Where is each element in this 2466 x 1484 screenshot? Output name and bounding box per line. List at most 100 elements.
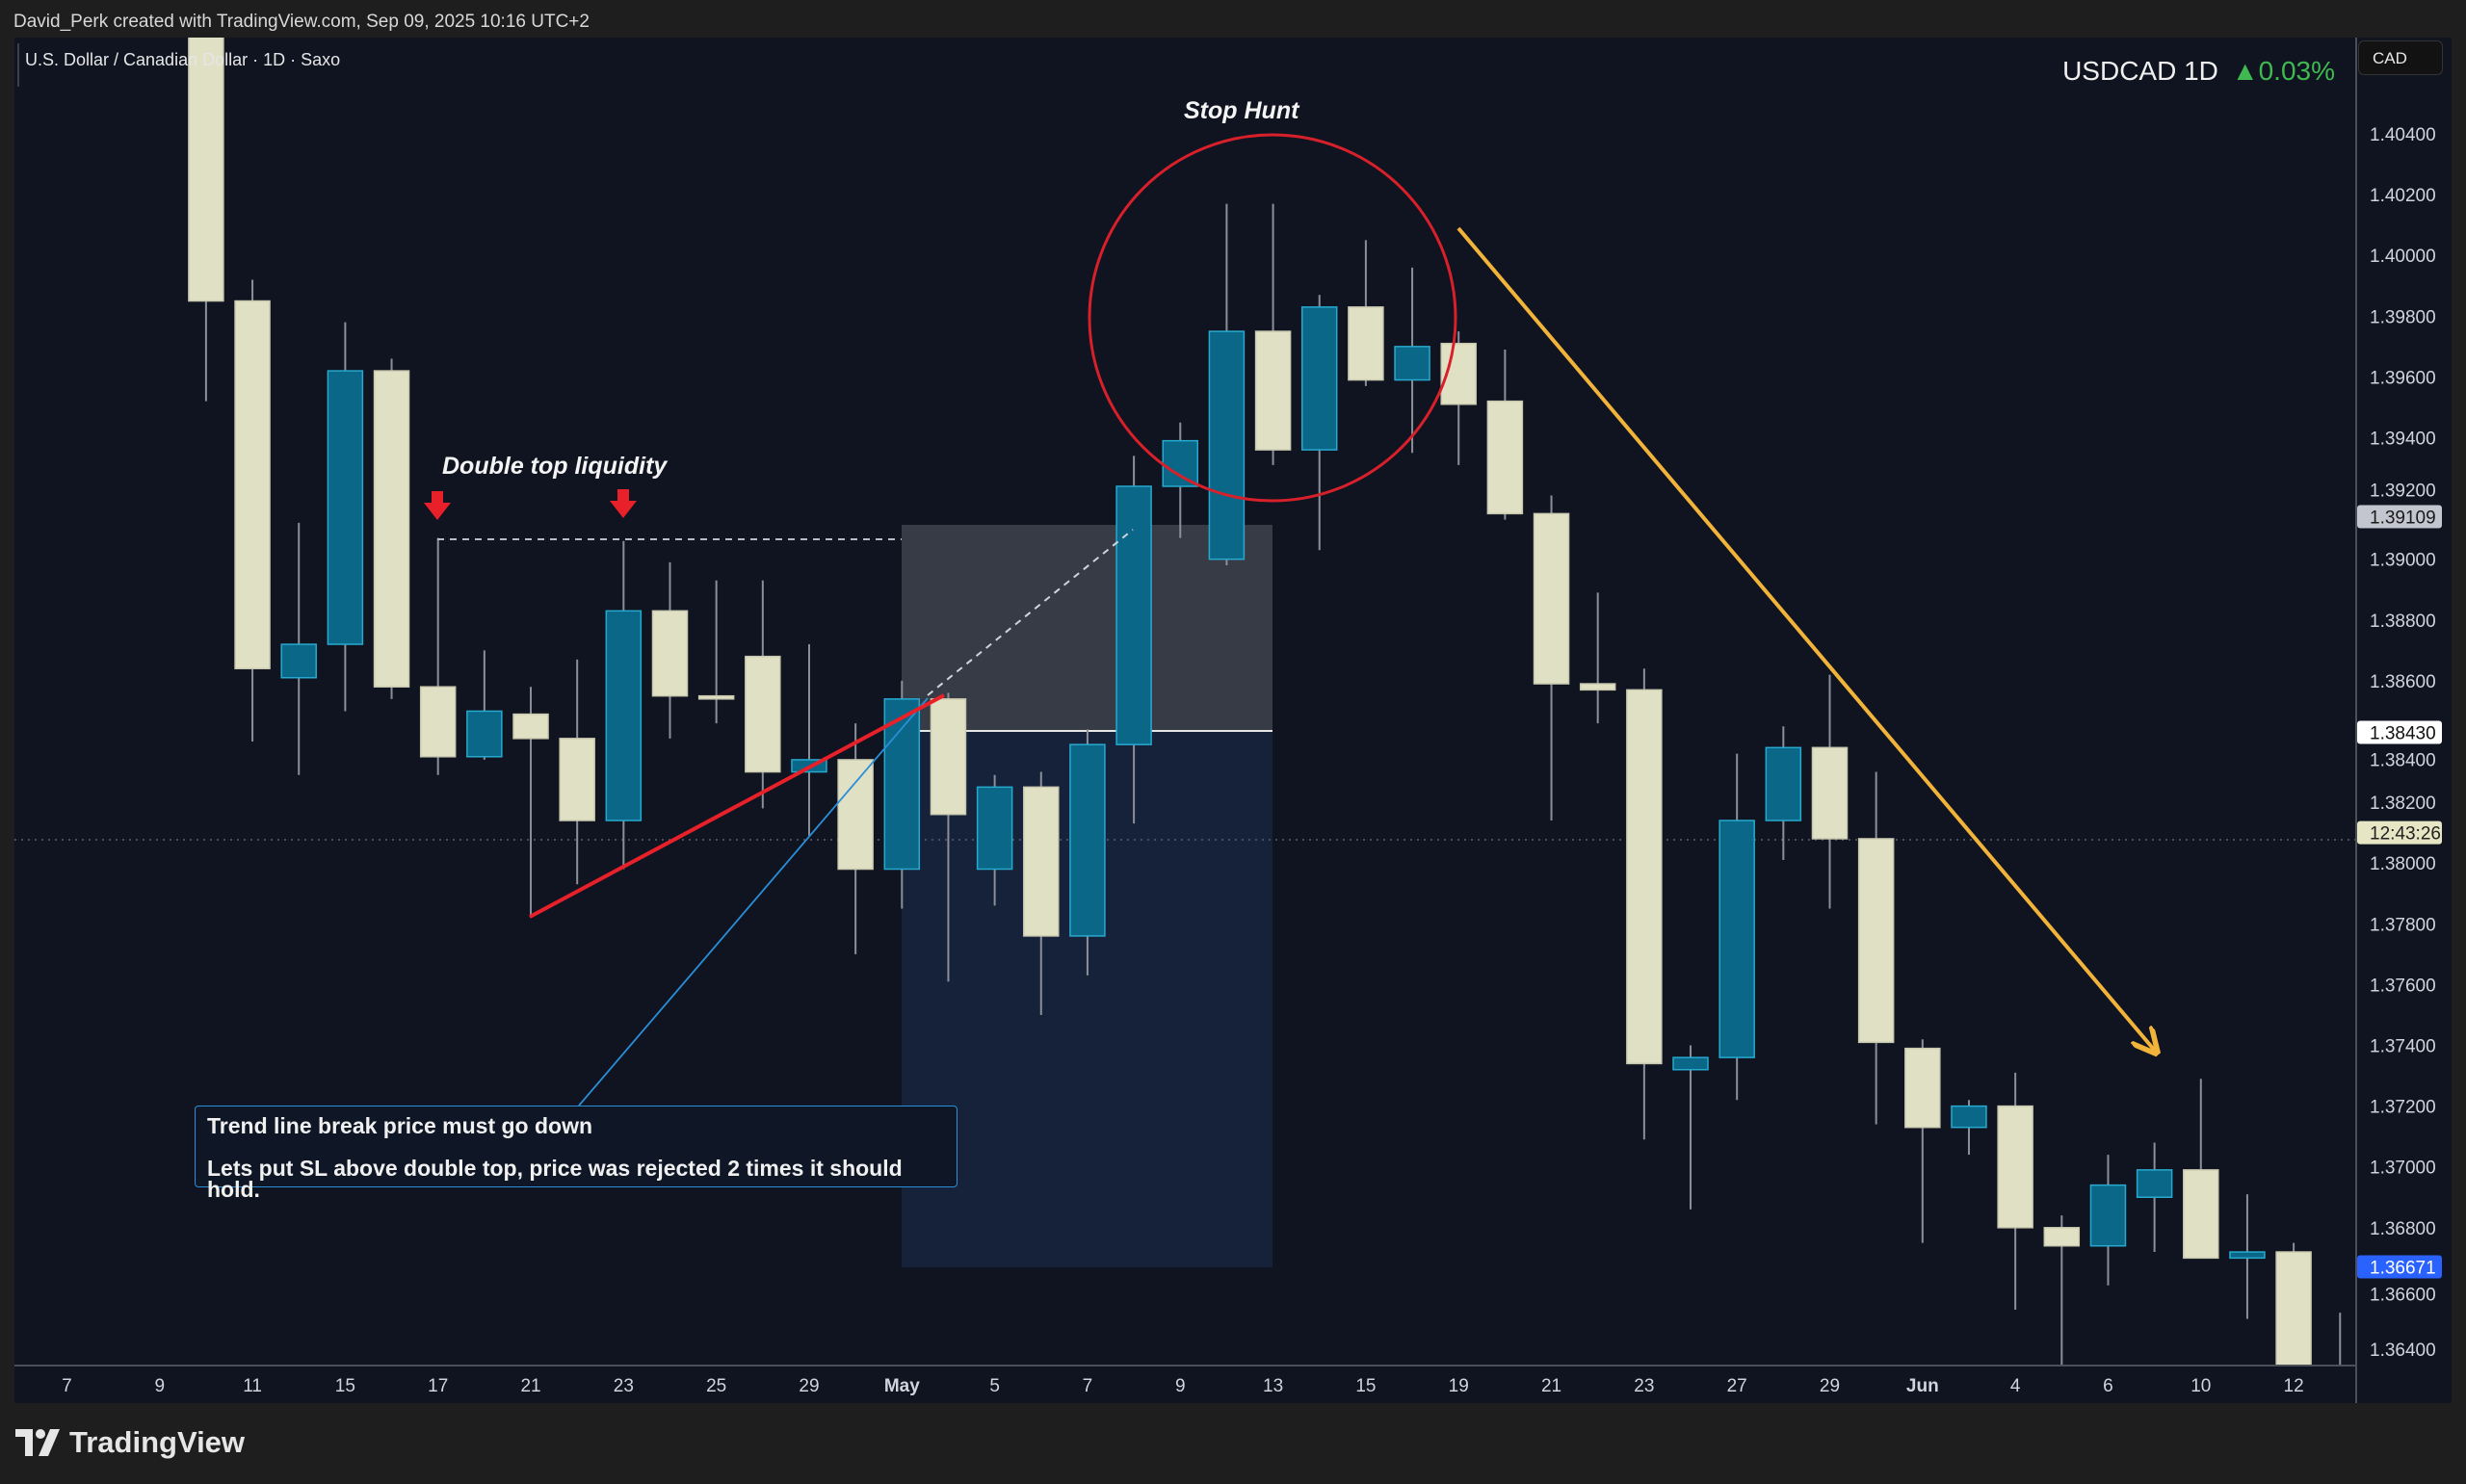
note-connector	[578, 697, 929, 1106]
candle[interactable]	[697, 580, 735, 724]
candle[interactable]	[512, 687, 549, 918]
price-label-text: 1.38430	[2370, 724, 2436, 744]
candle[interactable]	[373, 358, 410, 699]
price-tick-label: 1.36800	[2370, 1219, 2436, 1239]
candle-body	[2136, 1169, 2173, 1198]
candle[interactable]	[1208, 203, 1246, 566]
legend-symbol: USDCAD 1D	[2062, 56, 2218, 86]
candle-body	[1023, 786, 1060, 937]
time-tick-label: 11	[243, 1376, 262, 1396]
candle-body	[1208, 330, 1246, 560]
candle[interactable]	[1579, 592, 1616, 724]
time-tick-label: 29	[1820, 1376, 1840, 1396]
price-tick-label: 1.39200	[2370, 482, 2436, 502]
candle[interactable]	[188, 0, 224, 402]
candle[interactable]	[1162, 422, 1199, 538]
stop-hunt-circle[interactable]	[1088, 133, 1457, 503]
time-tick-label: 19	[1449, 1376, 1469, 1396]
candle-body	[234, 299, 271, 670]
candle[interactable]	[1765, 726, 1802, 861]
price-axis[interactable]: 1.40400 1.40200 1.40000 1.39800 1.39600 1.394…	[2370, 125, 2436, 1361]
symbol-legend: USDCAD 1D ▲0.03%	[2062, 56, 2335, 87]
time-tick-label: 23	[1634, 1376, 1654, 1396]
candle[interactable]	[1904, 1039, 1941, 1243]
candle-body	[1162, 439, 1199, 487]
currency-button[interactable]: CAD	[2358, 40, 2443, 75]
candle-body	[1533, 512, 1570, 685]
candle[interactable]	[2089, 1155, 2127, 1286]
price-tick-label: 1.38400	[2370, 751, 2436, 771]
down-arrow[interactable]	[1456, 226, 2155, 1051]
candle[interactable]	[2136, 1142, 2173, 1253]
candle[interactable]	[1348, 240, 1384, 386]
candle[interactable]	[1069, 729, 1106, 976]
candle[interactable]	[1857, 771, 1895, 1125]
candle-body	[512, 713, 549, 740]
candle[interactable]	[1023, 771, 1060, 1015]
candle[interactable]	[234, 279, 271, 742]
time-tick-label: 7	[1083, 1376, 1093, 1396]
candle[interactable]	[976, 774, 1013, 906]
price-label-text: 1.39109	[2370, 508, 2436, 529]
price-label-cream: 12:43:26	[2357, 820, 2442, 845]
price-label-white: 1.38430	[2357, 720, 2442, 744]
candle[interactable]	[1997, 1072, 2033, 1310]
candle[interactable]	[559, 659, 595, 885]
candle[interactable]	[280, 522, 317, 775]
price-tick-label: 1.37800	[2370, 915, 2436, 935]
price-labels: 1.39109 1.38430 12:43:26 1.36671	[2357, 505, 2442, 1279]
candle-body	[1811, 746, 1849, 840]
candle[interactable]	[1811, 674, 1849, 909]
trade-note[interactable]: Trend line break price must go down Lets…	[195, 1106, 958, 1201]
candle[interactable]	[1672, 1045, 1709, 1210]
time-tick-label: 10	[2191, 1376, 2211, 1396]
candle[interactable]	[1626, 668, 1663, 1140]
trendline[interactable]	[529, 693, 945, 919]
note-line-1: Trend line break price must go down	[207, 1113, 593, 1138]
time-tick-label: 9	[154, 1376, 165, 1396]
candle[interactable]	[1300, 295, 1338, 551]
candle[interactable]	[2229, 1194, 2266, 1319]
price-tick-label: 1.39000	[2370, 551, 2436, 571]
price-tick-label: 1.38200	[2370, 794, 2436, 814]
candle[interactable]	[2043, 1215, 2081, 1367]
candle[interactable]	[2275, 1242, 2312, 1380]
stop-hunt-label: Stop Hunt	[1184, 97, 1299, 124]
candle[interactable]	[1718, 753, 1755, 1101]
candle-body	[1672, 1056, 1709, 1071]
candle[interactable]	[930, 692, 967, 982]
candle[interactable]	[605, 540, 643, 870]
candle[interactable]	[1254, 203, 1292, 465]
price-tick-label: 1.37600	[2370, 976, 2436, 996]
candle[interactable]	[327, 322, 364, 712]
time-tick-label: 7	[62, 1376, 72, 1396]
candle[interactable]	[1533, 495, 1570, 821]
candle[interactable]	[419, 537, 457, 775]
candle[interactable]	[1394, 267, 1430, 454]
time-tick-label: May	[884, 1376, 920, 1396]
candle[interactable]	[1951, 1100, 1987, 1156]
candle-body	[1951, 1105, 1987, 1129]
tradingview-logo: TradingView	[15, 1425, 245, 1460]
candle[interactable]	[745, 580, 781, 809]
price-tick-label: 1.38600	[2370, 672, 2436, 692]
symbol-title: U.S. Dollar / Canadian Dollar · 1D · Sax…	[25, 50, 341, 69]
candle[interactable]	[651, 561, 689, 739]
price-tick-label: 1.40000	[2370, 247, 2436, 267]
candle[interactable]	[2183, 1079, 2219, 1260]
price-label-text: 1.36671	[2370, 1258, 2436, 1278]
candle[interactable]	[1115, 456, 1152, 824]
price-tick-label: 1.38800	[2370, 612, 2436, 632]
price-tick-label: 1.36400	[2370, 1341, 2436, 1361]
candle[interactable]	[466, 650, 503, 760]
candle-body	[1069, 743, 1106, 937]
candle[interactable]	[2322, 1313, 2357, 1484]
time-axis[interactable]: 7 9 11 15 17 21 23 25 29 May 5 7 9 13 15 19 21 23 27 29 Jun 4…	[62, 1376, 2304, 1396]
candle[interactable]	[1440, 331, 1477, 465]
projection-line[interactable]	[927, 529, 1134, 696]
candle[interactable]	[837, 723, 874, 954]
candle-body	[651, 610, 689, 697]
candle[interactable]	[1486, 350, 1524, 520]
time-tick-label: 15	[1355, 1376, 1376, 1396]
